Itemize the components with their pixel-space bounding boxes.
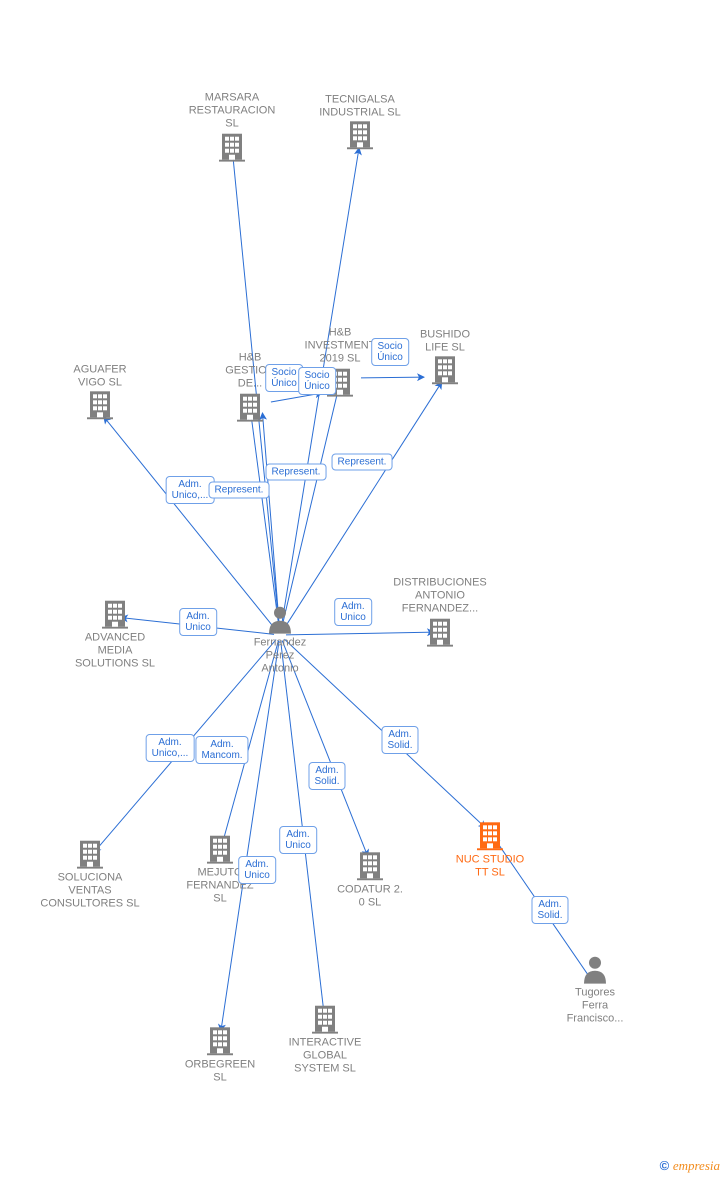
company-node-codatur[interactable]: CODATUR 2.0 SL xyxy=(310,850,430,909)
copyright-symbol: © xyxy=(660,1158,670,1173)
node-label: TugoresFerraFrancisco... xyxy=(535,987,655,1027)
edge-label: Represent. xyxy=(332,454,393,471)
node-label: ADVANCEDMEDIASOLUTIONS SL xyxy=(55,632,175,672)
company-node-aguafer[interactable]: AGUAFERVIGO SL xyxy=(40,360,160,419)
edge-label: Represent. xyxy=(266,464,327,481)
node-label: MARSARARESTAURACIONSL xyxy=(172,92,292,132)
node-label: FernandezPerezAntonio xyxy=(220,637,340,677)
edge-label: Adm.Solid. xyxy=(531,896,568,924)
edge-label: Adm.Unico,... xyxy=(146,734,195,762)
diagram-canvas: MARSARARESTAURACIONSL TECNIGALSAINDUSTRI… xyxy=(0,0,728,1180)
node-label: CODATUR 2.0 SL xyxy=(310,883,430,909)
node-label: INTERACTIVEGLOBALSYSTEM SL xyxy=(265,1037,385,1077)
node-label: ORBEGREENSL xyxy=(160,1058,280,1084)
node-label: NUC STUDIOTT SL xyxy=(430,853,550,879)
edge-label: SocioÚnico xyxy=(371,338,409,366)
company-node-orbegreen[interactable]: ORBEGREENSL xyxy=(160,1025,280,1084)
edge-label: Adm.Solid. xyxy=(381,726,418,754)
edge-line xyxy=(281,388,338,629)
node-label: SOLUCIONAVENTASCONSULTORES SL xyxy=(30,872,150,912)
footer-branding: © empresia xyxy=(660,1158,720,1174)
company-node-soluciona[interactable]: SOLUCIONAVENTASCONSULTORES SL xyxy=(30,839,150,912)
node-label: AGUAFERVIGO SL xyxy=(40,363,160,389)
node-label: TECNIGALSAINDUSTRIAL SL xyxy=(300,93,420,119)
company-node-distrib[interactable]: DISTRIBUCIONESANTONIOFERNANDEZ... xyxy=(380,574,500,647)
edge-label: Adm.Unico xyxy=(179,608,217,636)
company-node-tecnigalsa[interactable]: TECNIGALSAINDUSTRIAL SL xyxy=(300,90,420,149)
edge-label: SocioÚnico xyxy=(265,364,303,392)
edge-label: Adm.Unico xyxy=(279,826,317,854)
company-node-interactive[interactable]: INTERACTIVEGLOBALSYSTEM SL xyxy=(265,1004,385,1077)
edge-line xyxy=(251,413,279,629)
edge-label: Adm.Solid. xyxy=(308,762,345,790)
company-node-nucs[interactable]: NUC STUDIOTT SL xyxy=(430,820,550,879)
edge-label: Adm.Mancom. xyxy=(195,736,248,764)
edge-label: Represent. xyxy=(209,482,270,499)
edge-label: Adm.Unico,... xyxy=(166,476,215,504)
person-node-person1[interactable]: FernandezPerezAntonio xyxy=(220,604,340,677)
edge-label: SocioÚnico xyxy=(298,367,336,395)
person-node-person2[interactable]: TugoresFerraFrancisco... xyxy=(535,954,655,1027)
company-node-marsara[interactable]: MARSARARESTAURACIONSL xyxy=(172,89,292,162)
brand-name: empresia xyxy=(673,1158,720,1173)
edge-line xyxy=(262,413,279,629)
node-label: DISTRIBUCIONESANTONIOFERNANDEZ... xyxy=(380,577,500,617)
edge-label: Adm.Unico xyxy=(238,856,276,884)
company-node-advmedia[interactable]: ADVANCEDMEDIASOLUTIONS SL xyxy=(55,599,175,672)
edge-label: Adm.Unico xyxy=(334,598,372,626)
